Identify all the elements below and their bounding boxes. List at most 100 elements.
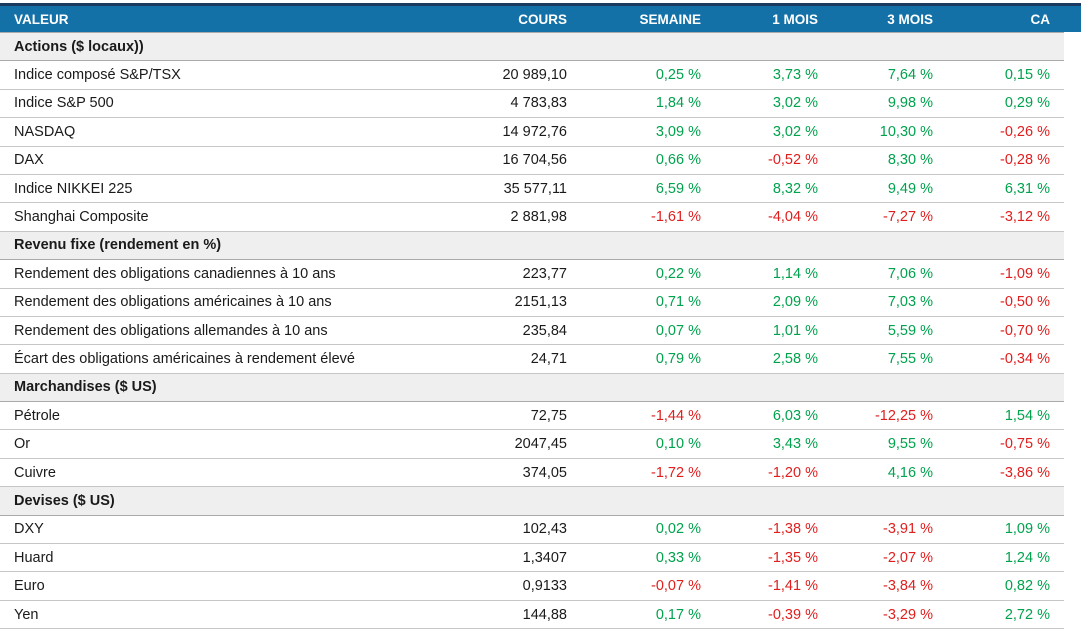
semaine-value: 0,10 % (567, 429, 701, 459)
cours-value: 14 972,76 (425, 117, 567, 147)
asset-label: Indice S&P 500 (0, 89, 425, 119)
section-row: Devises ($ US) (0, 486, 1064, 516)
ca-value: -0,34 % (933, 344, 1064, 374)
column-header-ca: CA (1030, 11, 1051, 27)
table-row: DAX 16 704,56 0,66 % -0,52 % 8,30 % -0,28 % (0, 146, 1064, 175)
ca-value: -3,12 % (933, 202, 1064, 232)
table-row: Rendement des obligations canadiennes à … (0, 259, 1064, 289)
mois-1-value: 3,43 % (701, 429, 818, 459)
cours-value: 20 989,10 (425, 60, 567, 90)
cours-value: 102,43 (425, 515, 567, 545)
semaine-value: 1,84 % (567, 89, 701, 119)
ca-value: 1,09 % (933, 515, 1064, 545)
semaine-value: 0,71 % (567, 288, 701, 317)
mois-1-value: 3,73 % (701, 60, 818, 90)
section-title: Marchandises ($ US) (0, 372, 1064, 403)
ca-value: -0,26 % (933, 117, 1064, 147)
ca-value: 1,24 % (933, 543, 1064, 573)
mois-1-value: 1,01 % (701, 316, 818, 346)
cours-value: 223,77 (425, 259, 567, 289)
semaine-value: 0,79 % (567, 344, 701, 374)
ca-value: -0,70 % (933, 316, 1064, 346)
ca-value: 0,15 % (933, 60, 1064, 90)
cours-value: 0,9133 (425, 571, 567, 601)
semaine-value: 0,02 % (567, 515, 701, 545)
semaine-value: -1,61 % (567, 202, 701, 232)
ca-value: 0,82 % (933, 571, 1064, 601)
asset-label: Rendement des obligations canadiennes à … (0, 259, 425, 289)
asset-label: NASDAQ (0, 117, 425, 147)
mois-3-value: 7,03 % (818, 288, 933, 317)
mois-3-value: -2,07 % (818, 543, 933, 573)
mois-3-value: -12,25 % (818, 401, 933, 431)
mois-1-value: 2,09 % (701, 288, 818, 317)
market-data-table: Actions ($ locaux)) Indice composé S&P/TS… (0, 31, 1064, 630)
mois-1-value: 6,03 % (701, 401, 818, 431)
cours-value: 72,75 (425, 401, 567, 431)
mois-3-value: 9,98 % (818, 89, 933, 119)
cours-value: 1,3407 (425, 543, 567, 573)
asset-label: Indice composé S&P/TSX (0, 60, 425, 90)
asset-label: Cuivre (0, 458, 425, 488)
cours-value: 374,05 (425, 458, 567, 488)
asset-label: DXY (0, 515, 425, 545)
table-row: Cuivre 374,05 -1,72 % -1,20 % 4,16 % -3,86 % (0, 458, 1064, 488)
asset-label: Écart des obligations américaines à rend… (0, 344, 425, 374)
table-row: Pétrole 72,75 -1,44 % 6,03 % -12,25 % 1,54 % (0, 401, 1064, 431)
section-title: Actions ($ locaux)) (0, 31, 1064, 62)
semaine-value: 0,17 % (567, 600, 701, 630)
table-row: Or 2047,45 0,10 % 3,43 % 9,55 % -0,75 % (0, 429, 1064, 459)
ca-value: 6,31 % (933, 174, 1064, 204)
table-row: Indice S&P 500 4 783,83 1,84 % 3,02 % 9,98 %… (0, 89, 1064, 119)
cours-value: 144,88 (425, 600, 567, 630)
mois-1-value: 1,14 % (701, 259, 818, 289)
asset-label: Pétrole (0, 401, 425, 431)
ca-value: 0,29 % (933, 89, 1064, 119)
semaine-value: 0,22 % (567, 259, 701, 289)
mois-1-value: 3,02 % (701, 117, 818, 147)
semaine-value: 0,66 % (567, 146, 701, 175)
mois-1-value: -1,20 % (701, 458, 818, 488)
asset-label: DAX (0, 146, 425, 175)
asset-label: Indice NIKKEI 225 (0, 174, 425, 204)
semaine-value: -0,07 % (567, 571, 701, 601)
cours-value: 235,84 (425, 316, 567, 346)
mois-1-value: -1,35 % (701, 543, 818, 573)
column-header-cours: COURS (518, 11, 567, 27)
asset-label: Huard (0, 543, 425, 573)
ca-value: -1,09 % (933, 259, 1064, 289)
table-header-row: VALEUR COURS SEMAINE 1 MOIS 3 MOIS CA (0, 3, 1081, 32)
section-row: Revenu fixe (rendement en %) (0, 230, 1064, 261)
asset-label: Rendement des obligations allemandes à 1… (0, 316, 425, 346)
cours-value: 35 577,11 (425, 174, 567, 204)
semaine-value: 0,07 % (567, 316, 701, 346)
mois-3-value: -3,91 % (818, 515, 933, 545)
semaine-value: 0,25 % (567, 60, 701, 90)
table-row: Euro 0,9133 -0,07 % -1,41 % -3,84 % 0,82 % (0, 571, 1064, 601)
section-row: Marchandises ($ US) (0, 372, 1064, 403)
ca-value: -3,86 % (933, 458, 1064, 488)
asset-label: Euro (0, 571, 425, 601)
ca-value: 2,72 % (933, 600, 1064, 630)
cours-value: 2047,45 (425, 429, 567, 459)
asset-label: Or (0, 429, 425, 459)
mois-1-value: 8,32 % (701, 174, 818, 204)
mois-3-value: -3,29 % (818, 600, 933, 630)
semaine-value: -1,72 % (567, 458, 701, 488)
mois-3-value: 9,49 % (818, 174, 933, 204)
column-header-valeur: VALEUR (14, 11, 69, 27)
ca-value: -0,50 % (933, 288, 1064, 317)
mois-3-value: 5,59 % (818, 316, 933, 346)
mois-3-value: 8,30 % (818, 146, 933, 175)
semaine-value: 0,33 % (567, 543, 701, 573)
asset-label: Shanghai Composite (0, 202, 425, 232)
mois-1-value: -0,52 % (701, 146, 818, 175)
cours-value: 2 881,98 (425, 202, 567, 232)
table-row: Yen 144,88 0,17 % -0,39 % -3,29 % 2,72 % (0, 600, 1064, 630)
table-body: Actions ($ locaux)) Indice composé S&P/TS… (0, 31, 1064, 630)
cours-value: 24,71 (425, 344, 567, 374)
cours-value: 4 783,83 (425, 89, 567, 119)
section-row: Actions ($ locaux)) (0, 31, 1064, 62)
table-row: DXY 102,43 0,02 % -1,38 % -3,91 % 1,09 % (0, 515, 1064, 545)
